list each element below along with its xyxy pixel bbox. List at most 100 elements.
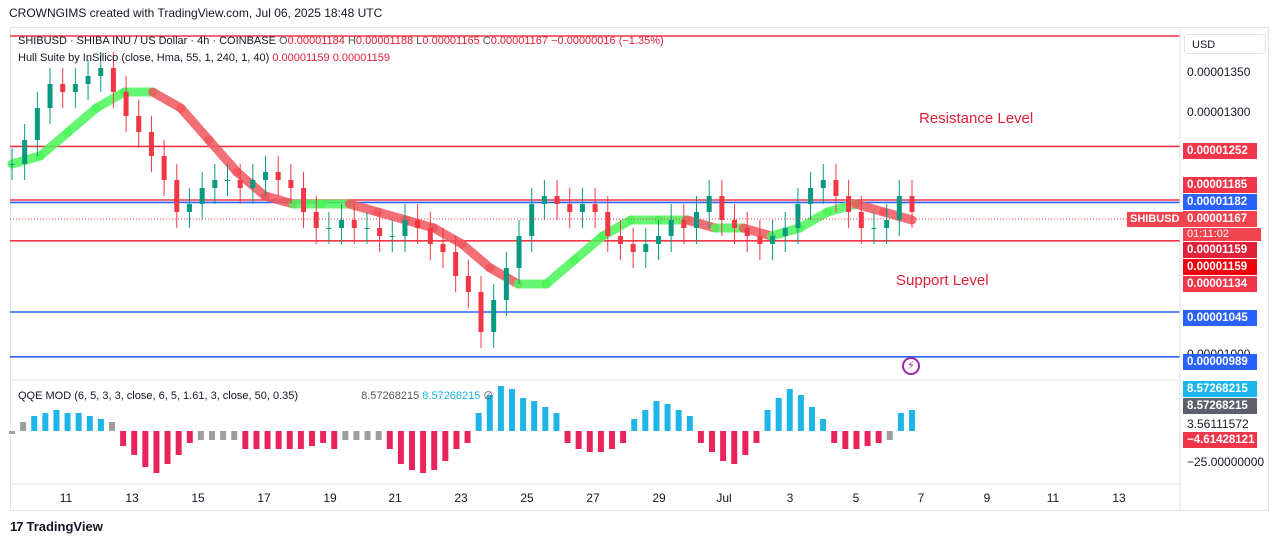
hull-legend[interactable]: Hull Suite by InSilico (close, Hma, 55, … [18, 52, 390, 64]
qqe-bar [86, 416, 93, 431]
x-tick: 29 [652, 491, 666, 505]
symbol-legend[interactable]: SHIBUSD · SHIBA INU / US Dollar · 4h · C… [18, 35, 664, 47]
price-tag: 0.00001167 [1183, 211, 1257, 227]
x-tick: 3 [786, 491, 794, 505]
qqe-bar [542, 407, 549, 431]
qqe-bar [197, 431, 204, 440]
x-tick: 25 [520, 491, 534, 505]
candle-body [465, 276, 471, 292]
candle-body [503, 268, 509, 300]
candle-body [22, 140, 28, 164]
candle-body [782, 228, 788, 236]
qqe-bar [775, 398, 782, 431]
qqe-bar [164, 431, 171, 464]
x-tick: 15 [191, 491, 205, 505]
x-tick: 23 [454, 491, 468, 505]
price-tag: 0.00001159 [1183, 259, 1257, 275]
symbol-tag: SHIBUSD [1127, 212, 1183, 227]
candle-body [795, 204, 801, 228]
price-tag: 0.00001185 [1183, 177, 1257, 193]
qqe-bar [764, 410, 771, 431]
qqe-bar [375, 431, 382, 440]
candle-body [110, 68, 116, 92]
qqe-indicator-name: QQE MOD (6, 5, 3, 3, close, 6, 5, 1.61, … [18, 390, 299, 402]
qqe-bar [553, 413, 560, 431]
qqe-bar [331, 431, 338, 449]
candle-body [541, 196, 547, 204]
symbol-title: SHIBUSD · SHIBA INU / US Dollar · 4h · C… [18, 35, 276, 47]
candle-body [846, 196, 852, 212]
header-caption: CROWNGIMS created with TradingView.com, … [9, 6, 383, 20]
hull-segment-down [851, 199, 889, 217]
candle-body [820, 180, 826, 188]
qqe-bar [97, 419, 104, 431]
qqe-bar [220, 431, 227, 440]
qqe-bar [664, 404, 671, 431]
hull-segment-down [429, 223, 467, 249]
flash-icon[interactable]: ⚡ [902, 357, 920, 375]
qqe-bar [142, 431, 149, 467]
candle-body [719, 196, 725, 220]
candle-body [326, 228, 332, 229]
l-label: L [416, 35, 423, 47]
candle-body [148, 132, 154, 156]
candle-body [161, 156, 167, 180]
candle-body [389, 236, 395, 237]
qqe-bar [731, 431, 738, 464]
qqe-bar [420, 431, 427, 473]
price-tag: 0.00001159 [1183, 242, 1257, 258]
qqe-bar [131, 431, 138, 455]
candle-body [186, 204, 192, 212]
qqe-bar [342, 431, 349, 440]
qqe-bar [675, 410, 682, 431]
qqe-bar [853, 431, 860, 449]
candle-body [630, 244, 636, 252]
qqe-bar [64, 413, 71, 431]
hull-segment-up [570, 231, 608, 265]
qqe-bar [897, 413, 904, 431]
candle-body [85, 76, 91, 84]
candle-body [313, 212, 319, 228]
candle-body [605, 212, 611, 236]
qqe-legend[interactable]: QQE MOD (6, 5, 3, 3, close, 6, 5, 1.61, … [18, 389, 493, 402]
currency-button[interactable]: USD [1184, 34, 1266, 54]
candle-body [491, 300, 497, 332]
candle-body [440, 244, 446, 252]
hull-segment-down [260, 191, 298, 209]
candle-body [896, 196, 902, 220]
chart-frame [10, 27, 1269, 511]
tradingview-logo-icon: 17 [10, 519, 24, 534]
qqe-bar [497, 386, 504, 431]
candle-body [34, 108, 40, 140]
candle-body [402, 220, 408, 236]
candle-body [884, 220, 890, 228]
x-tick: 13 [1112, 491, 1126, 505]
candle-body [833, 180, 839, 196]
candle-body [263, 172, 269, 180]
candle-body [377, 228, 383, 236]
candle-body [706, 196, 712, 212]
qqe-bar [9, 431, 15, 434]
candle-body [98, 68, 104, 76]
candle-body [123, 92, 129, 116]
candle-body [681, 220, 687, 228]
qqe-bar [720, 431, 727, 461]
candle-body [9, 164, 15, 165]
candle-body [478, 292, 484, 332]
hull-segment-down [682, 215, 720, 233]
qqe-bar [286, 431, 293, 449]
price-tag: 0.00000989 [1183, 354, 1257, 370]
qqe-bar [464, 431, 471, 443]
candle-body [72, 84, 78, 92]
x-tick: 17 [257, 491, 271, 505]
tradingview-logo[interactable]: 17 TradingView [10, 519, 103, 534]
qqe-tag: 8.57268215 [1183, 398, 1257, 414]
qqe-bar [609, 431, 615, 449]
candle-body [744, 228, 750, 236]
qqe-bar [209, 431, 215, 440]
candle-body [732, 220, 738, 228]
qqe-tick: 3.56111572 [1187, 417, 1249, 431]
hull-segment-down [176, 103, 214, 145]
c-value: 0.00001167 [490, 35, 549, 47]
